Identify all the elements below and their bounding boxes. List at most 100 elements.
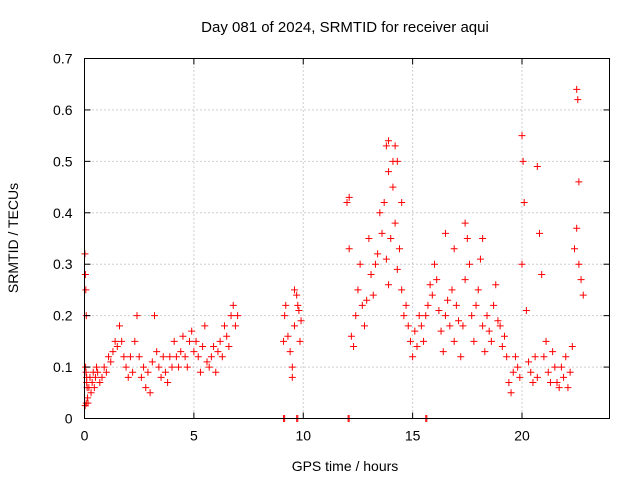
data-point xyxy=(82,368,90,376)
data-point xyxy=(533,373,541,381)
data-point xyxy=(280,337,288,345)
data-point xyxy=(509,368,517,376)
data-point xyxy=(118,337,126,345)
data-point xyxy=(113,343,121,350)
data-point xyxy=(435,307,443,314)
data-point xyxy=(542,337,550,345)
data-point xyxy=(188,327,196,335)
data-point xyxy=(177,348,185,356)
data-point xyxy=(107,358,115,366)
data-point xyxy=(376,209,384,217)
data-point xyxy=(212,368,220,376)
data-point xyxy=(518,132,526,140)
data-point xyxy=(393,265,401,273)
data-point xyxy=(159,353,167,361)
data-point xyxy=(186,337,193,345)
data-point xyxy=(146,389,154,397)
data-point xyxy=(525,358,533,366)
data-point xyxy=(472,301,480,309)
data-point xyxy=(501,332,508,340)
x-axis-label: GPS time / hours xyxy=(292,458,399,474)
data-point xyxy=(199,343,207,350)
data-point xyxy=(544,368,552,376)
data-point xyxy=(294,301,302,309)
data-point xyxy=(120,353,128,361)
data-point xyxy=(485,327,493,335)
data-point xyxy=(415,312,423,320)
data-point xyxy=(487,337,495,345)
data-point xyxy=(361,322,368,330)
data-point xyxy=(538,271,546,278)
data-point xyxy=(536,229,543,237)
data-point xyxy=(343,199,351,206)
data-point xyxy=(153,348,161,356)
data-point xyxy=(476,255,484,263)
data-point xyxy=(490,301,498,309)
y-tick-label: 0.2 xyxy=(53,308,73,324)
data-point xyxy=(385,137,393,145)
data-point xyxy=(579,291,587,299)
data-point xyxy=(367,271,375,278)
data-point xyxy=(378,229,386,237)
data-point xyxy=(505,379,513,386)
data-point xyxy=(516,373,524,381)
data-point xyxy=(234,312,242,320)
data-point xyxy=(196,368,204,376)
data-point xyxy=(161,368,169,376)
data-point xyxy=(352,312,360,320)
data-point xyxy=(573,224,581,232)
data-point xyxy=(82,286,90,294)
data-point xyxy=(88,379,96,386)
data-point xyxy=(562,353,570,361)
data-point xyxy=(385,281,393,289)
data-point xyxy=(98,373,106,381)
data-point xyxy=(457,353,465,361)
data-point xyxy=(551,363,559,371)
data-point xyxy=(531,353,539,361)
data-point xyxy=(437,327,445,335)
data-point xyxy=(291,286,298,294)
data-point xyxy=(431,260,438,268)
data-point xyxy=(529,379,537,386)
data-point xyxy=(203,358,211,366)
data-point xyxy=(571,245,578,253)
data-point xyxy=(140,363,148,371)
grid-lines xyxy=(84,58,610,419)
data-point xyxy=(494,317,502,325)
data-point xyxy=(519,157,527,165)
data-point xyxy=(109,348,117,356)
x-tick-label: 5 xyxy=(190,428,198,444)
data-point xyxy=(411,327,419,335)
data-point xyxy=(452,301,460,309)
data-point xyxy=(179,332,187,340)
y-tick-label: 0.7 xyxy=(53,51,73,67)
x-tick-label: 10 xyxy=(295,428,311,444)
y-axis-label: SRMTID / TECUs xyxy=(5,183,21,293)
data-point xyxy=(441,312,449,320)
data-point xyxy=(433,276,441,284)
data-point xyxy=(218,353,226,361)
data-point xyxy=(424,301,432,309)
x-tick-label: 15 xyxy=(405,428,421,444)
data-point xyxy=(137,373,145,381)
data-point xyxy=(221,322,228,330)
data-point xyxy=(507,389,515,397)
data-point xyxy=(417,322,425,330)
y-tick-label: 0.6 xyxy=(53,102,73,118)
data-point xyxy=(358,301,366,309)
data-point xyxy=(374,250,382,258)
data-point xyxy=(293,291,301,299)
data-point xyxy=(441,229,449,237)
data-point xyxy=(461,219,469,227)
data-point xyxy=(297,317,305,325)
data-point xyxy=(413,343,421,350)
data-point xyxy=(91,373,99,381)
data-point xyxy=(492,281,500,289)
data-point xyxy=(420,337,428,345)
data-point xyxy=(428,291,436,299)
data-point xyxy=(566,368,574,376)
data-point xyxy=(81,271,89,278)
data-point xyxy=(385,168,393,176)
data-point xyxy=(555,384,563,392)
